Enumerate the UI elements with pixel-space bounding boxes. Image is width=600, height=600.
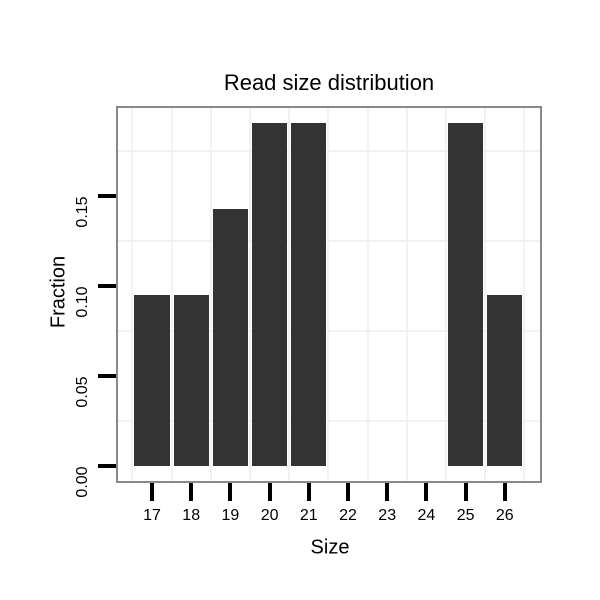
- x-axis-tick: [502, 483, 507, 501]
- y-axis-tick: [98, 374, 116, 378]
- x-axis-tick: [306, 483, 311, 501]
- y-axis-tick-label: 0.00: [74, 466, 91, 498]
- minor-gridline-vertical: [249, 108, 251, 481]
- chart-title: Read size distribution: [223, 70, 435, 95]
- x-axis-tick: [228, 483, 233, 501]
- bar-size-25: [448, 123, 484, 466]
- minor-gridline-vertical: [445, 108, 447, 481]
- minor-gridline-vertical: [209, 108, 212, 481]
- x-axis-tick: [267, 483, 272, 501]
- x-axis-tick-label: 26: [495, 507, 514, 524]
- x-axis-tick-label: 22: [339, 507, 357, 524]
- minor-gridline-vertical: [405, 108, 408, 481]
- minor-gridline-vertical: [484, 108, 487, 481]
- x-axis-tick: [385, 483, 390, 501]
- minor-gridline-vertical: [366, 108, 369, 481]
- y-axis-tick: [98, 284, 116, 288]
- x-axis-tick-label: 18: [182, 507, 201, 524]
- y-axis-tick-label: 0.05: [74, 376, 91, 408]
- minor-gridline-vertical: [288, 108, 291, 481]
- x-axis-tick-label: 25: [456, 507, 475, 524]
- y-axis-tick-label: 0.15: [74, 196, 91, 228]
- bar-size-20: [252, 123, 288, 466]
- bar-size-26: [487, 294, 523, 466]
- x-axis-tick: [346, 483, 350, 501]
- minor-gridline-vertical: [170, 108, 173, 481]
- x-axis-tick: [424, 483, 429, 501]
- x-axis-tick: [189, 483, 194, 501]
- x-axis-tick-label: 19: [221, 507, 240, 524]
- x-axis-title: Size: [310, 536, 350, 559]
- minor-gridline-vertical: [327, 108, 330, 481]
- y-axis-title: Fraction: [47, 255, 70, 329]
- minor-gridline-vertical: [131, 108, 134, 481]
- x-axis-tick-label: 20: [260, 507, 279, 524]
- y-axis-tick-label: 0.10: [74, 286, 91, 318]
- bar-size-19: [212, 208, 248, 466]
- y-axis-tick: [98, 464, 116, 468]
- x-axis-tick-label: 17: [143, 507, 161, 524]
- x-axis-tick: [463, 483, 468, 501]
- x-axis-tick: [150, 483, 154, 501]
- x-axis-tick-label: 24: [417, 507, 436, 524]
- y-axis-tick: [98, 194, 116, 198]
- plot-panel: [116, 106, 542, 483]
- bar-size-21: [291, 123, 327, 466]
- x-axis-tick-label: 23: [378, 507, 397, 524]
- bar-size-17: [134, 294, 170, 466]
- bar-size-18: [173, 294, 209, 466]
- x-axis-tick-label: 21: [299, 507, 318, 524]
- minor-gridline-vertical: [523, 108, 526, 481]
